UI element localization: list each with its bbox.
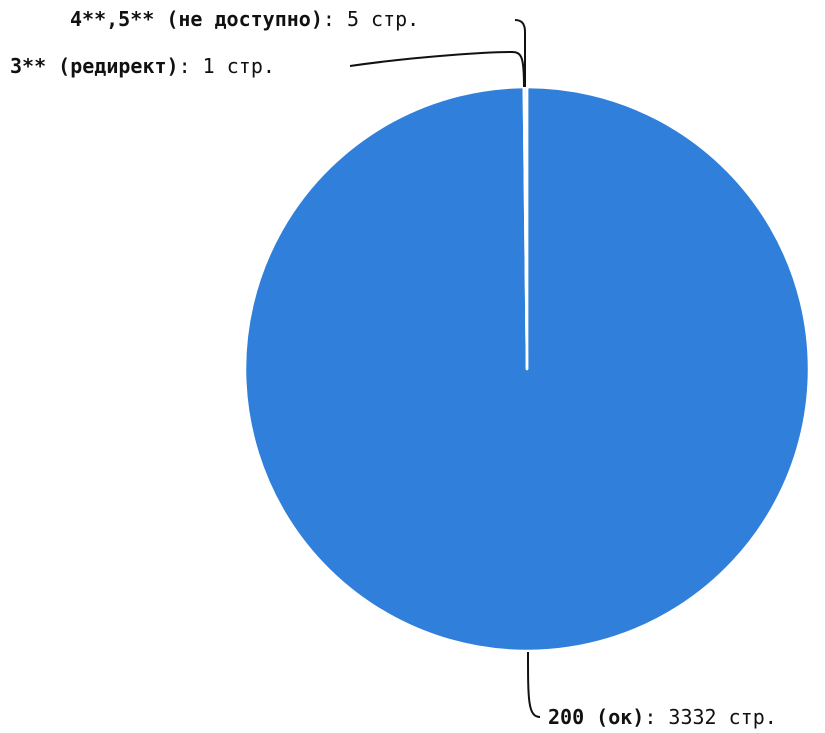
slice-label-name: 4**,5** (не доступно) [70, 7, 323, 31]
slice-label-value: : 5 стр. [323, 7, 419, 31]
pie-slices [243, 85, 811, 653]
slice-label-200: 200 (ок): 3332 стр. [548, 705, 777, 729]
slice-label-name: 200 (ок) [548, 705, 644, 729]
slice-label-name: 3** (редирект) [10, 54, 179, 78]
leader-line-4xx-5xx [514, 19, 526, 87]
slice-4xx-5xx [523, 85, 529, 371]
slice-label-4xx-5xx: 4**,5** (не доступно): 5 стр. [70, 7, 419, 31]
slice-label-3xx: 3** (редирект): 1 стр. [10, 54, 275, 78]
slice-label-value: : 1 стр. [179, 54, 275, 78]
leader-line-200 [527, 651, 541, 718]
leader-line-3xx [349, 50, 525, 88]
slice-label-value: : 3332 стр. [644, 705, 776, 729]
